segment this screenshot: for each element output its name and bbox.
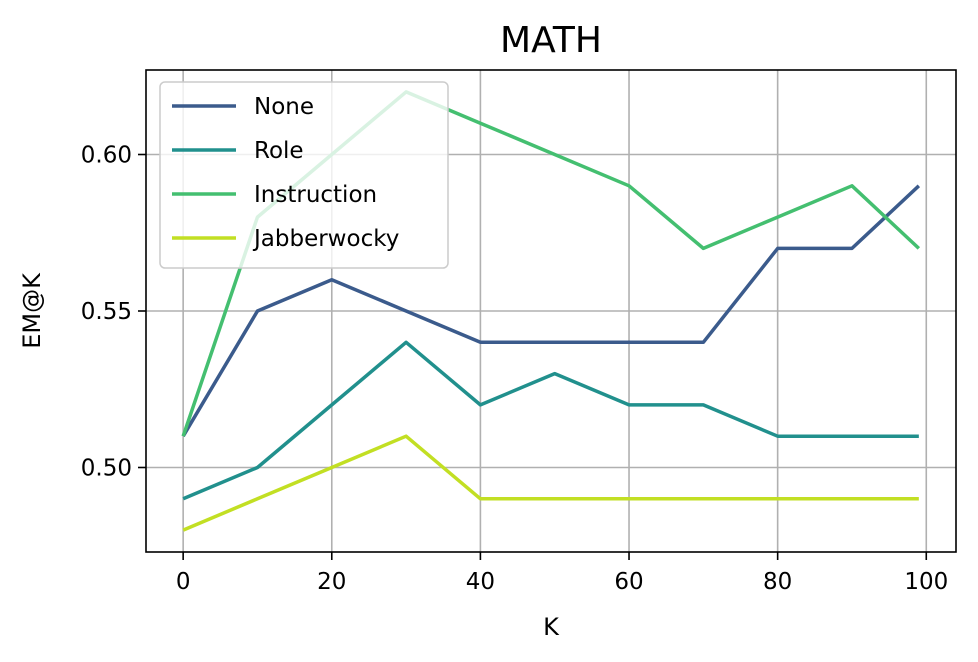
legend-box [159,81,449,269]
x-axis-label: K [543,613,560,641]
x-tick-label: 60 [614,569,643,595]
series-line-jabberwocky [182,434,919,532]
y-axis-label: EM@K [18,272,46,349]
y-tick-label: 0.60 [81,143,132,169]
axis-ticks: 0 20 40 60 80 100 0.50 0.55 0.60 [81,143,948,595]
legend-label: None [254,94,314,120]
x-tick-label: 100 [904,569,948,595]
chart-title: MATH [500,20,602,61]
legend-label: Jabberwocky [252,226,399,252]
x-tick-label: 20 [317,569,346,595]
series-line-none [181,184,921,438]
series-line-role [182,340,919,501]
x-tick-label: 0 [176,569,191,595]
legend-label: Role [254,138,304,164]
y-tick-label: 0.55 [81,299,132,325]
legend-label: Instruction [254,182,377,208]
legend: None Role Instruction Jabberwocky [159,81,449,269]
y-tick-label: 0.50 [81,455,132,481]
x-tick-label: 40 [466,569,495,595]
x-tick-label: 80 [763,569,792,595]
